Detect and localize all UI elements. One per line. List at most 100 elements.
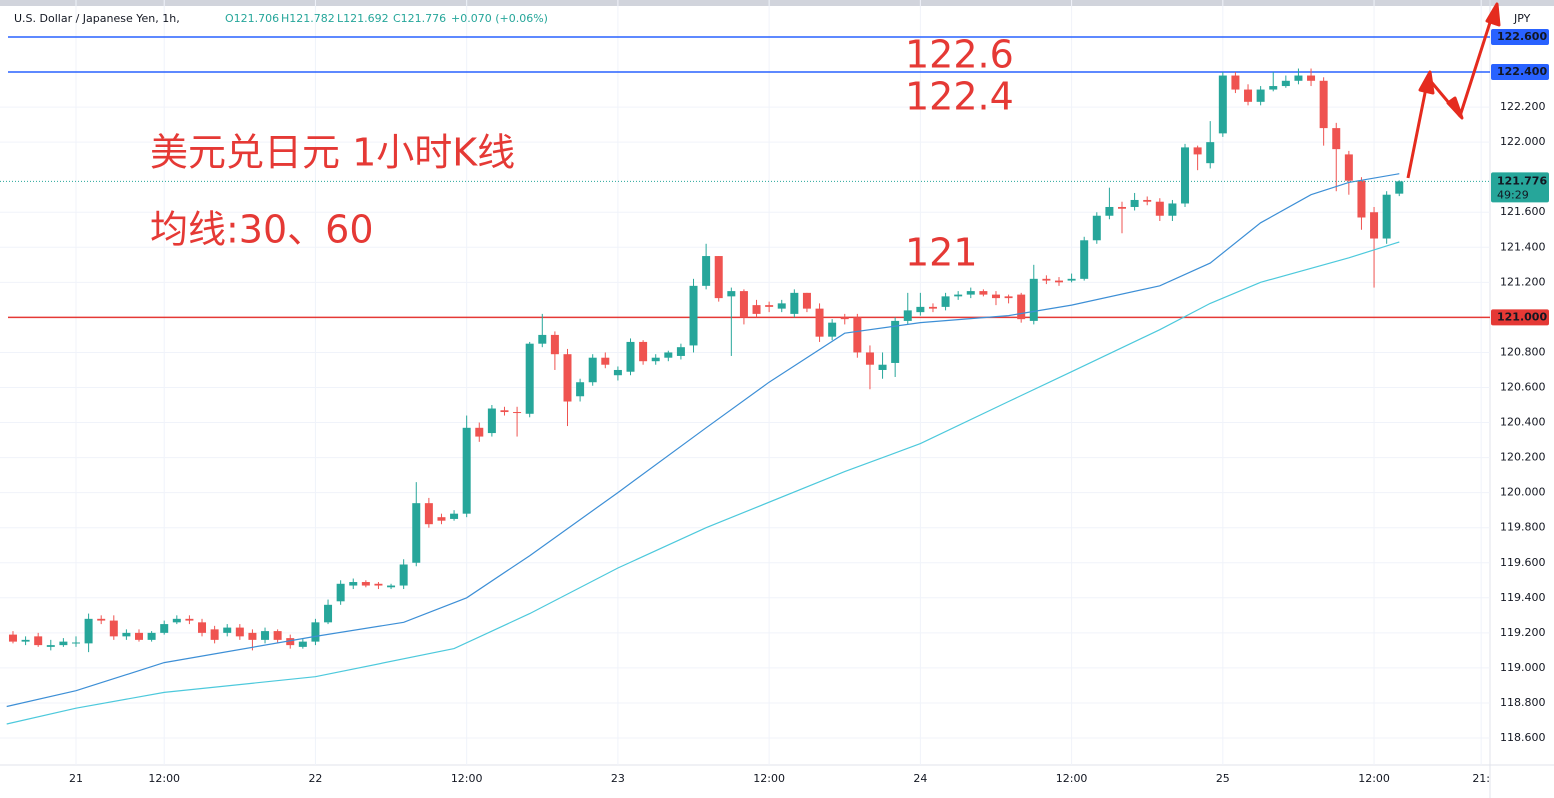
x-tick-label: 25 — [1216, 772, 1230, 785]
candle-body — [639, 341, 648, 362]
candle-body — [198, 622, 207, 633]
candle-body — [109, 620, 118, 637]
candle-body — [954, 294, 963, 297]
candle-body — [1281, 80, 1290, 87]
ohlc-value: H121.782 — [281, 12, 335, 25]
candle-body — [248, 632, 257, 640]
candle-body — [815, 308, 824, 337]
candle-body — [374, 583, 383, 586]
price-label: 122.600 — [1497, 30, 1547, 43]
candle-body — [462, 427, 471, 514]
candle-body — [1092, 215, 1101, 241]
ohlc-value: +0.070 (+0.06%) — [451, 12, 548, 25]
candle-body — [1231, 75, 1240, 90]
candle-body — [387, 585, 396, 588]
y-tick-label: 119.400 — [1500, 591, 1546, 604]
candle-body — [1130, 199, 1139, 207]
candle-body — [399, 564, 408, 586]
candle-body — [122, 632, 131, 637]
candle-body — [311, 622, 320, 642]
candle-body — [500, 410, 509, 413]
candle-body — [979, 291, 988, 295]
candle-body — [1017, 294, 1026, 320]
y-tick-label: 119.600 — [1500, 556, 1546, 569]
candle-body — [1294, 75, 1303, 81]
candle-body — [790, 292, 799, 314]
candle-body — [361, 582, 370, 586]
y-tick-label: 119.200 — [1500, 626, 1546, 639]
candle-body — [966, 291, 975, 295]
ohlc-value: O121.706 — [225, 12, 279, 25]
candle-body — [223, 627, 232, 633]
candle-body — [676, 347, 685, 356]
candle-body — [853, 317, 862, 353]
candle-body — [450, 513, 459, 519]
overlay: 118.600 118.800 119.000 119.200 119.400 119.6… — [69, 28, 1549, 785]
candle-body — [286, 638, 295, 646]
annotation: 美元兑日元 1小时K线 — [150, 131, 515, 175]
candle-body — [437, 517, 446, 521]
candle-body — [601, 357, 610, 365]
candle-body — [71, 642, 80, 644]
candle-body — [1332, 128, 1341, 150]
y-tick-label: 120.800 — [1500, 345, 1546, 358]
candle-body — [1256, 89, 1265, 102]
grid — [0, 0, 1490, 765]
arrow-path — [1406, 9, 1496, 179]
candle-body — [916, 306, 925, 313]
ohlc-value: C121.776 — [393, 12, 446, 25]
y-tick-label: 120.600 — [1500, 380, 1546, 393]
candle-body — [576, 382, 585, 397]
candle-body — [739, 291, 748, 318]
candle-body — [298, 641, 307, 647]
price-label: 121.000 — [1497, 310, 1547, 323]
candle-body — [1382, 194, 1391, 239]
candle-body — [928, 306, 937, 309]
candle-body — [336, 583, 345, 602]
moving-average-line — [6, 173, 1400, 708]
current-price-box — [1491, 172, 1549, 203]
candle-body — [273, 631, 282, 640]
x-tick-label: 12:00 — [1358, 772, 1390, 785]
candle-body — [903, 310, 912, 321]
candle-body — [513, 412, 522, 414]
arrow-head — [1485, 2, 1501, 27]
x-tick-label: 24 — [913, 772, 927, 785]
price-label-box — [1491, 64, 1549, 81]
candle-body — [1042, 278, 1051, 281]
candle-body — [563, 354, 572, 402]
marks — [0, 36, 1490, 725]
candle-body — [714, 256, 723, 299]
x-tick-label: 12:00 — [753, 772, 785, 785]
candle-body — [1357, 180, 1366, 218]
candle-body — [34, 636, 43, 646]
candle-body — [702, 256, 711, 286]
x-tick-label: 12:00 — [451, 772, 483, 785]
annotation: 均线:30、60 — [150, 208, 374, 252]
candle-body — [1269, 86, 1278, 90]
candle-body — [1206, 142, 1215, 164]
x-tick-label: 21: — [1472, 772, 1490, 785]
candle-body — [185, 618, 194, 621]
candle-body — [135, 632, 144, 640]
candle-body — [991, 294, 1000, 299]
annotation: 122.6 — [905, 33, 1014, 77]
candle-body — [588, 357, 597, 383]
candle-body — [59, 641, 68, 646]
y-tick-label: 119.000 — [1500, 661, 1546, 674]
candle-body — [613, 369, 622, 376]
x-tick-label: 22 — [308, 772, 322, 785]
arrow-head — [1446, 96, 1464, 120]
annotation: 122.4 — [905, 75, 1014, 119]
y-tick-label: 122.200 — [1500, 100, 1546, 113]
candle-body — [487, 408, 496, 434]
ohlc-value: L121.692 — [337, 12, 389, 25]
candle-body — [324, 604, 333, 623]
candle-body — [147, 632, 156, 640]
x-tick-label: 12:00 — [148, 772, 180, 785]
moving-average-line — [6, 241, 1400, 725]
y-tick-label: 119.800 — [1500, 521, 1546, 534]
candle-body — [840, 317, 849, 320]
